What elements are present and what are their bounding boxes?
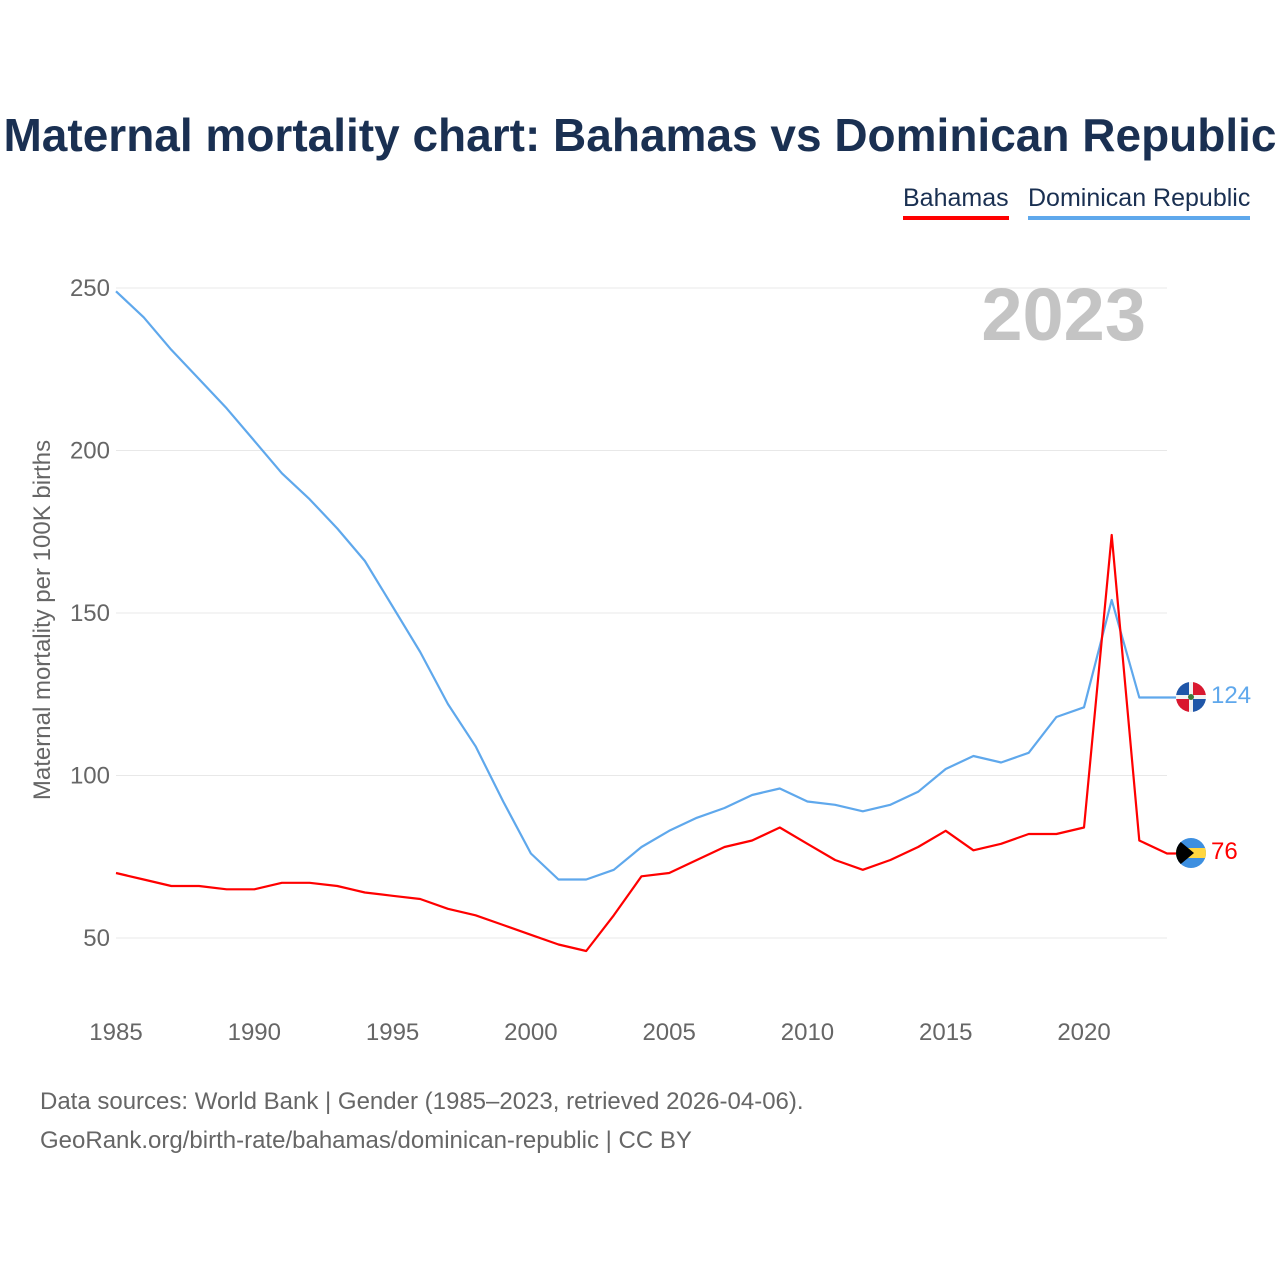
x-tick-label: 2005 — [642, 1019, 695, 1046]
x-tick-label: 1985 — [89, 1019, 142, 1046]
x-tick-label: 2020 — [1057, 1019, 1110, 1046]
x-tick-label: 2000 — [504, 1019, 557, 1046]
y-tick-label: 200 — [70, 438, 110, 465]
y-tick-label: 250 — [70, 275, 110, 302]
series-line-dominican-republic — [115, 290, 1176, 881]
legend-bahamas[interactable]: Bahamas — [903, 184, 1009, 220]
footer-sources: Data sources: World Bank | Gender (1985–… — [40, 1088, 804, 1115]
end-label-dominican-republic: 124 — [1211, 682, 1251, 709]
legend-dominican-republic[interactable]: Dominican Republic — [1028, 184, 1251, 220]
x-tick-label: 1990 — [228, 1019, 281, 1046]
end-label-bahamas: 76 — [1211, 838, 1238, 865]
y-tick-label: 150 — [70, 600, 110, 627]
flag-dominican-republic-icon — [1176, 682, 1206, 712]
y-tick-label: 100 — [70, 763, 110, 790]
series-line-bahamas — [115, 533, 1176, 953]
x-tick-label: 2010 — [781, 1019, 834, 1046]
year-label: 2023 — [981, 273, 1146, 356]
y-axis-label: Maternal mortality per 100K births — [29, 440, 56, 800]
footer-attribution[interactable]: GeoRank.org/birth-rate/bahamas/dominican… — [40, 1127, 692, 1154]
flag-bahamas-icon — [1176, 838, 1206, 868]
x-tick-label: 2015 — [919, 1019, 972, 1046]
x-tick-label: 1995 — [366, 1019, 419, 1046]
chart-title: Maternal mortality chart: Bahamas vs Dom… — [3, 109, 1277, 161]
y-tick-label: 50 — [83, 925, 110, 952]
